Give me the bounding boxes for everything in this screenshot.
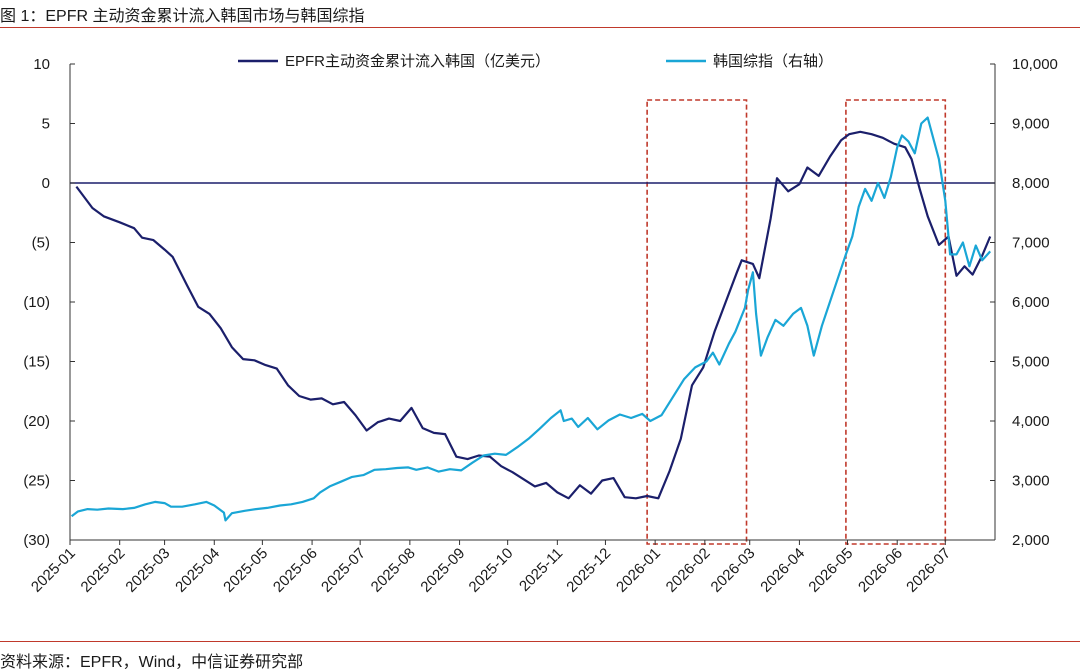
y-right-tick-label: 2,000 [1012,532,1050,549]
kospi-index-line [70,116,992,522]
epfr-flow-line [75,130,992,500]
y-right-tick-label: 3,000 [1012,473,1050,490]
y-left-tick-label: (30) [23,532,50,549]
x-tick-label: 2025-06 [270,545,321,596]
x-tick-label: 2026-05 [805,545,856,596]
x-tick-label: 2026-02 [663,545,714,596]
x-tick-label: 2025-09 [417,545,468,596]
y-right-tick-label: 6,000 [1012,294,1050,311]
x-tick-label: 2025-05 [220,545,271,596]
legend: EPFR主动资金累计流入韩国（亿美元） 韩国综指（右轴） [238,53,833,70]
y-right-tick-label: 8,000 [1012,175,1050,192]
x-tick-label: 2025-02 [78,545,129,596]
y-left-tick-label: (20) [23,413,50,430]
x-tick-label: 2025-12 [563,545,614,596]
legend-epfr-label: EPFR主动资金累计流入韩国（亿美元） [285,53,550,70]
series-lines [70,116,992,522]
x-tick-label: 2026-04 [757,545,808,596]
y-right-tick-label: 4,000 [1012,413,1050,430]
x-tick-label: 2026-07 [903,545,954,596]
y-right-tick-label: 5,000 [1012,354,1050,371]
x-tick-label: 2025-04 [172,545,223,596]
x-tick-label: 2026-06 [855,545,906,596]
y-left-tick-label: (15) [23,354,50,371]
highlight-box-2 [845,99,947,545]
y-right-tick-label: 7,000 [1012,235,1050,252]
bottom-rule [0,641,1080,642]
y-right-tick-label: 10,000 [1012,56,1058,73]
y-left-tick-label: (5) [32,235,50,252]
x-tick-label: 2026-01 [613,545,664,596]
x-tick-label: 2025-08 [368,545,419,596]
x-tick-label: 2025-07 [318,545,369,596]
x-tick-label: 2026-03 [708,545,759,596]
x-tick-label: 2025-11 [516,545,566,595]
top-rule [0,27,1080,28]
legend-kospi-label: 韩国综指（右轴） [713,53,833,70]
figure-title: 图 1：EPFR 主动资金累计流入韩国市场与韩国综指 [0,8,365,25]
y-left-tick-label: 0 [42,175,50,192]
x-tick-label: 2025-01 [28,545,79,596]
y-left-tick-label: 5 [42,116,50,133]
chart: 10 5 0 (5) (10) (15) (20) (25) (30) 10,000 9,000 8,… [23,53,1058,596]
highlight-box-1 [646,99,748,545]
y-left-tick-label: (10) [23,294,50,311]
y-left-tick-label: 10 [33,56,50,73]
source-note: 资料来源：EPFR，Wind，中信证券研究部 [0,654,304,671]
y-right-tick-label: 9,000 [1012,116,1050,133]
x-tick-label: 2025-03 [122,545,173,596]
highlight-boxes [646,99,947,545]
x-tick-label: 2025-10 [466,545,517,596]
y-left-tick-label: (25) [23,473,50,490]
